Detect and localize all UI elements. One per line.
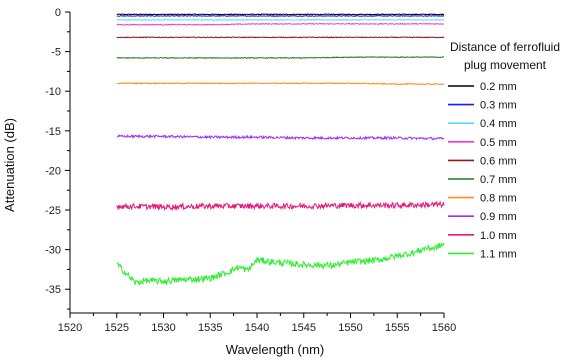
y-tick-label: 0 (55, 7, 61, 19)
legend-items: 0.2 mm 0.3 mm 0.4 mm 0.5 mm 0.6 mm 0.7 mm 0.8 … (448, 81, 517, 260)
series-line-0_4-mm (116, 18, 445, 22)
y-tick-label: -25 (45, 205, 61, 217)
x-tick-label: 1540 (245, 322, 269, 334)
y-axis-title: Attenuation (dB) (2, 118, 17, 212)
y-tick-label: -35 (45, 284, 61, 296)
x-axis-title: Wavelength (nm) (226, 342, 325, 357)
legend-label: 0.2 mm (480, 81, 517, 93)
y-tick-label: -20 (45, 165, 61, 177)
legend-label: 0.4 mm (480, 118, 517, 130)
legend-title-line-2: plug movement (464, 58, 547, 72)
legend-label: 0.3 mm (480, 100, 517, 112)
series-line-0_9-mm (116, 133, 445, 141)
legend-label: 0.8 mm (480, 193, 517, 205)
legend-label: 0.6 mm (480, 155, 517, 167)
x-tick-label: 1525 (105, 322, 129, 334)
series-line-0_8-mm (116, 82, 445, 86)
x-axis: 1520 1525 1530 1535 1540 1545 1550 1555 1560 (58, 313, 456, 334)
series-line-0_7-mm (116, 56, 445, 60)
legend-label: 0.7 mm (480, 174, 517, 186)
x-tick-label: 1550 (338, 322, 362, 334)
x-tick-label: 1545 (292, 322, 316, 334)
series-line-0_2-mm (116, 13, 445, 16)
series-line-0_5-mm (116, 22, 445, 26)
legend: Distance of ferrofluid plug movement 0.2… (448, 40, 560, 260)
series-line-0_3-mm (116, 14, 445, 18)
x-tick-label: 1520 (58, 322, 82, 334)
y-tick-label: -5 (51, 47, 61, 59)
series-lines (116, 13, 445, 286)
series-line-1_0-mm (116, 199, 445, 212)
series-line-1_1-mm (116, 242, 445, 286)
legend-label: 1.0 mm (480, 230, 517, 242)
legend-label: 0.9 mm (480, 211, 517, 223)
x-tick-label: 1535 (198, 322, 222, 334)
legend-title-line-1: Distance of ferrofluid (450, 40, 560, 54)
x-tick-label: 1530 (151, 322, 175, 334)
y-axis: 0 -5 -10 -15 -20 -25 -30 -35 (45, 7, 70, 310)
x-tick-label: 1555 (385, 322, 409, 334)
x-tick-label: 1560 (432, 322, 456, 334)
y-tick-label: -15 (45, 126, 61, 138)
y-tick-label: -30 (45, 245, 61, 257)
legend-label: 0.5 mm (480, 137, 517, 149)
legend-label: 1.1 mm (480, 248, 517, 260)
y-tick-label: -10 (45, 86, 61, 98)
series-line-0_6-mm (116, 36, 445, 39)
